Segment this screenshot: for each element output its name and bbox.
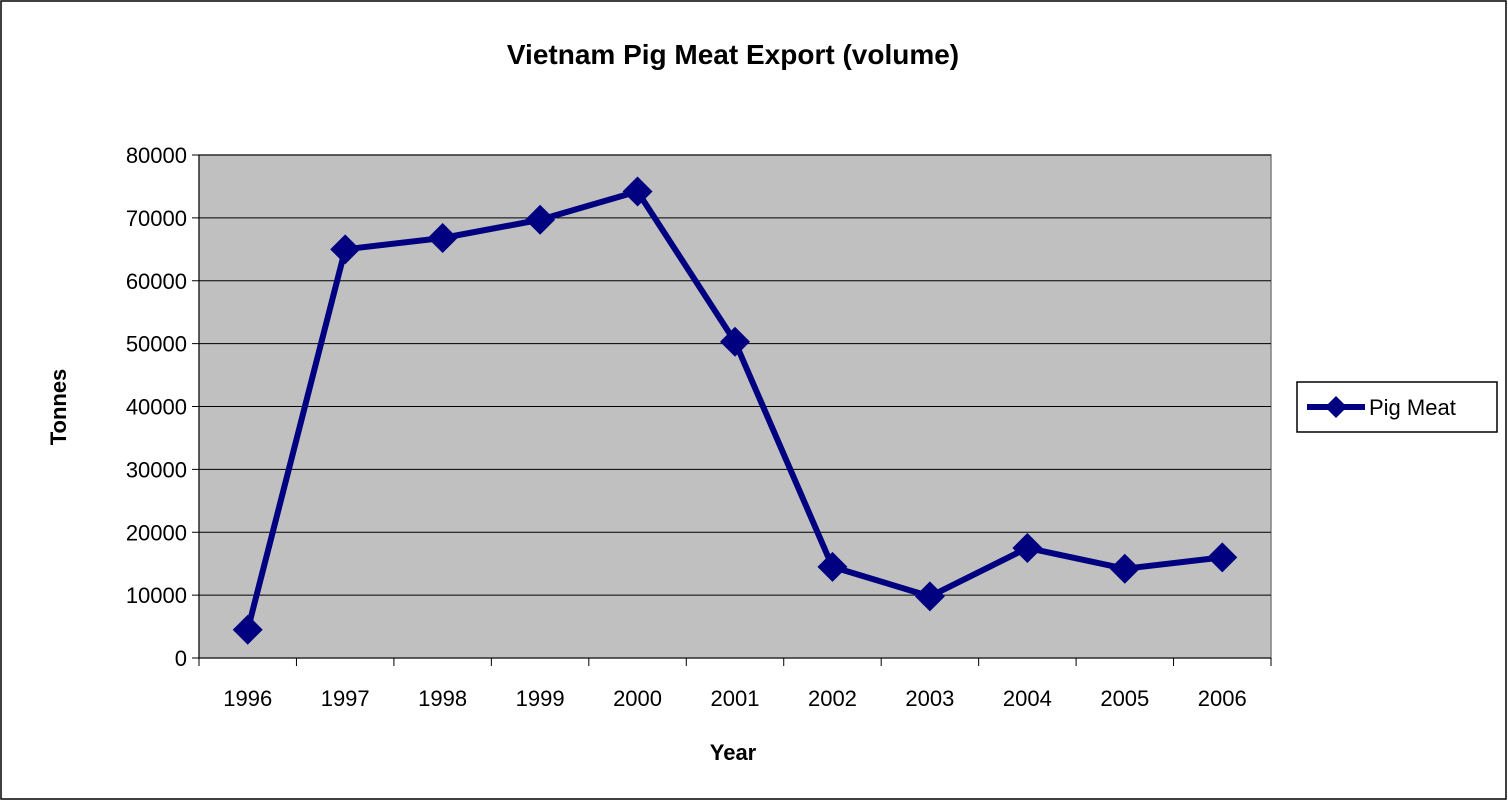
x-tick-label: 1997: [321, 686, 370, 711]
data-point-marker: [427, 222, 458, 253]
data-point-marker: [720, 326, 750, 357]
data-point-marker: [525, 204, 556, 235]
data-point-marker: [914, 581, 945, 612]
y-tick-label: 70000: [126, 206, 187, 231]
x-tick-label: 2000: [613, 686, 662, 711]
data-point-marker: [1012, 532, 1043, 563]
x-tick-label: 1998: [418, 686, 467, 711]
x-tick-label: 2004: [1003, 686, 1052, 711]
legend-label: Pig Meat: [1369, 395, 1456, 420]
data-point-marker: [330, 234, 361, 265]
data-point-marker: [817, 551, 848, 582]
legend-marker: [1325, 396, 1347, 418]
y-tick-label: 0: [175, 646, 187, 671]
series-pig-meat: [232, 176, 1238, 645]
y-tick-label: 60000: [126, 269, 187, 294]
y-tick-label: 50000: [126, 332, 187, 357]
y-axis-title: Tonnes: [46, 369, 71, 446]
y-tick-label: 40000: [126, 395, 187, 420]
x-tick-label: 1999: [516, 686, 565, 711]
x-tick-label: 2002: [808, 686, 857, 711]
x-tick-label: 2001: [711, 686, 760, 711]
y-tick-label: 10000: [126, 583, 187, 608]
y-tick-label: 30000: [126, 457, 187, 482]
data-point-marker: [622, 176, 653, 207]
x-tick-label: 1996: [223, 686, 272, 711]
x-axis: 1996 1997 1998 1999 2000 2001 2002 2003 2004 2005…: [198, 657, 1272, 711]
legend: Pig Meat: [1296, 381, 1498, 433]
x-tick-label: 2006: [1198, 686, 1247, 711]
x-axis-title: Year: [710, 740, 757, 765]
data-point-marker: [1207, 542, 1238, 573]
x-tick-label: 2003: [905, 686, 954, 711]
y-tick-label: 80000: [126, 143, 187, 168]
data-point-marker: [232, 614, 263, 645]
x-tick-label: 2005: [1100, 686, 1149, 711]
y-tick-label: 20000: [126, 520, 187, 545]
data-point-marker: [1109, 553, 1140, 584]
y-axis: 0 10000 20000 30000 40000 50000 60000 70000 8000…: [126, 143, 200, 671]
chart-title: Vietnam Pig Meat Export (volume): [507, 39, 959, 70]
